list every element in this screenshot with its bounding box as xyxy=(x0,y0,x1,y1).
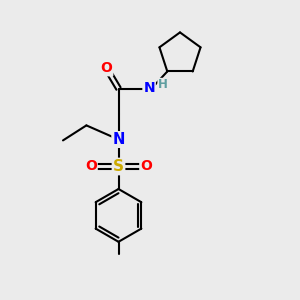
Text: O: O xyxy=(100,61,112,75)
Text: H: H xyxy=(158,78,168,92)
Text: N: N xyxy=(143,82,155,95)
Text: O: O xyxy=(140,160,152,173)
Text: O: O xyxy=(85,160,97,173)
Text: S: S xyxy=(113,159,124,174)
Text: N: N xyxy=(112,132,125,147)
